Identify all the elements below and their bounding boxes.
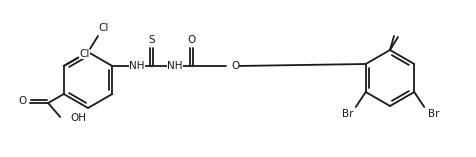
- Text: Cl: Cl: [79, 49, 89, 59]
- Text: O: O: [187, 35, 196, 45]
- Text: OH: OH: [70, 113, 86, 123]
- Text: NH: NH: [167, 61, 183, 71]
- Text: Br: Br: [427, 109, 439, 119]
- Text: O: O: [231, 61, 239, 71]
- Text: Cl: Cl: [99, 23, 109, 33]
- Text: O: O: [18, 97, 26, 106]
- Text: NH: NH: [129, 61, 145, 71]
- Text: S: S: [148, 35, 155, 45]
- Text: Br: Br: [341, 109, 353, 119]
